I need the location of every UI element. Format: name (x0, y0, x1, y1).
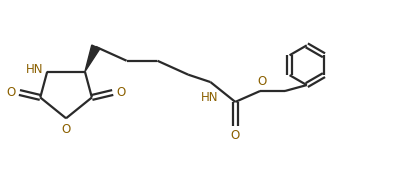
Text: O: O (257, 75, 266, 88)
Text: HN: HN (26, 63, 43, 76)
Text: O: O (116, 86, 125, 99)
Text: HN: HN (201, 90, 218, 104)
Text: O: O (7, 86, 16, 99)
Text: O: O (61, 123, 71, 136)
Text: O: O (231, 129, 240, 142)
Polygon shape (85, 45, 100, 72)
